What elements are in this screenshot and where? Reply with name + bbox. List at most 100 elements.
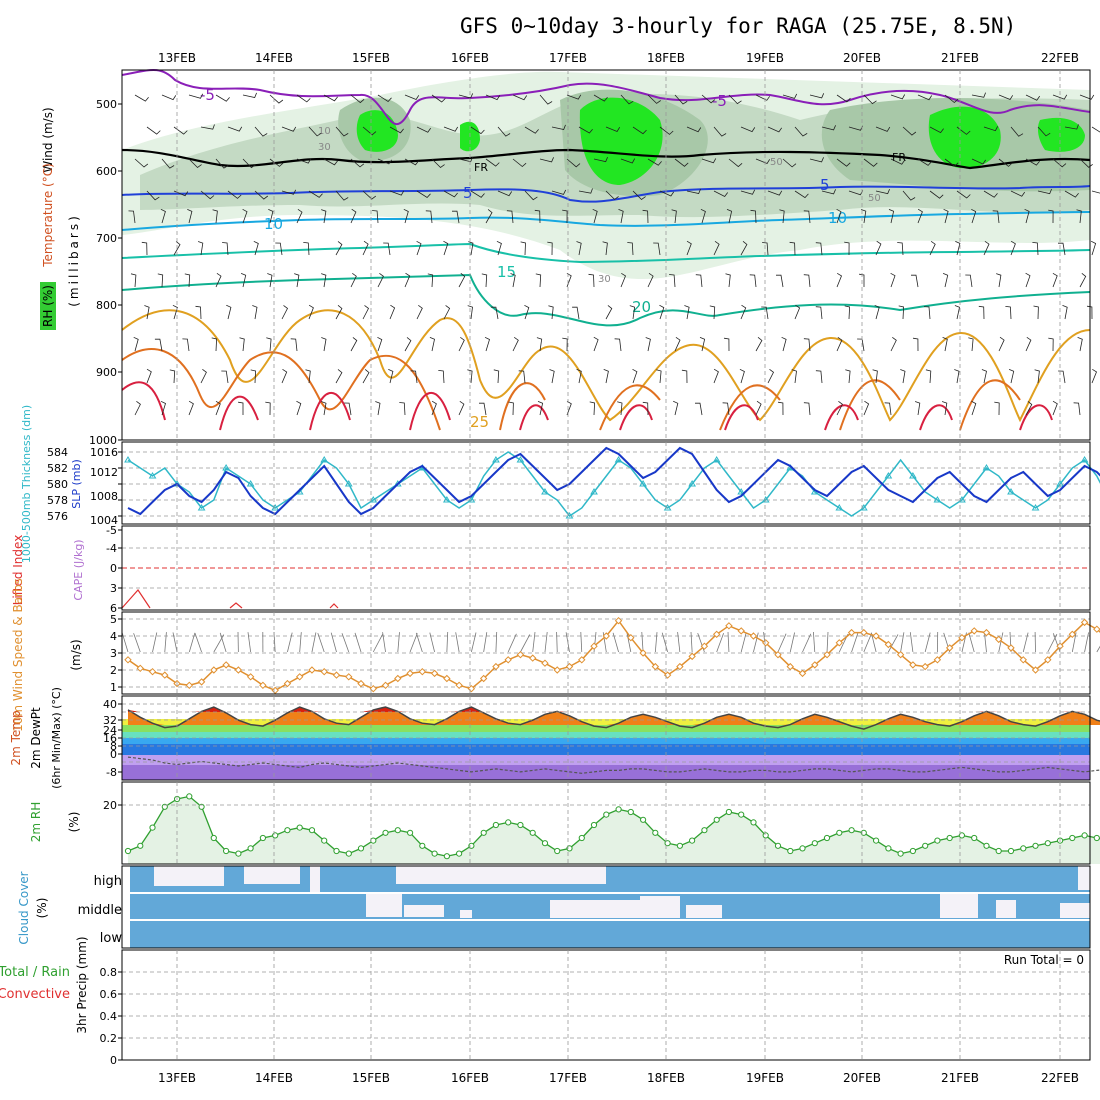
upper-wind-barb-1-12 — [470, 126, 485, 135]
thickness-point-34 — [541, 488, 549, 495]
upper-wind-barb-7-31 — [978, 305, 985, 320]
upper-wind-barb-0-23 — [755, 94, 771, 101]
wind-speed-point-64 — [909, 661, 917, 669]
wind-speed-point-18 — [345, 673, 353, 681]
thk-ticks-label-0: 584 — [47, 446, 68, 459]
cloud-layer-high: high — [94, 874, 122, 889]
upper-wind-barb-0-31 — [971, 92, 986, 98]
temp-contour-10 — [121, 211, 1091, 231]
thickness-point-72 — [1007, 488, 1015, 495]
upper-wind-barb-8-25 — [803, 338, 811, 352]
ylabel-convective: Convective — [0, 987, 70, 1002]
wind-speed-point-21 — [381, 681, 390, 690]
upper-wind-barb-10-12 — [458, 400, 465, 416]
temp-series-line — [127, 706, 1100, 730]
upper-wind-barb-10-22 — [722, 402, 730, 416]
upper-wind-barb-2-13 — [485, 158, 500, 167]
rh-point-62 — [885, 845, 892, 852]
upper-wind-barb-7-33 — [1033, 305, 1039, 320]
precip-grid — [122, 971, 1090, 1039]
wind-speed-point-34 — [541, 659, 549, 667]
upper-wind-barb-0-15 — [539, 94, 553, 105]
wind-speed-point-0 — [124, 656, 132, 664]
upper-wind-barb-8-19 — [645, 337, 651, 352]
upper-wind-barb-5-8 — [362, 240, 369, 256]
thickness-point-46 — [688, 480, 697, 487]
temp-band-cyan — [122, 732, 1090, 738]
wind-speed-point-27 — [455, 681, 463, 690]
upper-wind-barb-10-26 — [836, 400, 843, 416]
wind-speed-point-19 — [357, 679, 365, 688]
upper-wind-barb-4-29 — [917, 208, 923, 224]
wind-speed-point-10 — [246, 673, 255, 681]
upper-wind-barb-4-6 — [296, 208, 303, 224]
rh-point-41 — [627, 808, 634, 816]
upper-yticks-label-2: 700 — [96, 232, 117, 245]
upper-wind-barb-5-22 — [740, 240, 748, 256]
upper-wind-barb-4-30 — [943, 208, 949, 224]
upper-wind-barb-5-1 — [173, 241, 181, 256]
rh-shade-bright — [356, 97, 1086, 185]
wind-speed-point-47 — [700, 642, 709, 650]
ylabel-lifted-index: Lifted Index — [11, 535, 25, 606]
upper-wind-barb-0-20 — [674, 94, 688, 105]
upper-wind-barb-3-32 — [1010, 190, 1026, 197]
date-label-top-4: 17FEB — [549, 51, 587, 65]
wind-speed-point-57 — [823, 650, 831, 659]
upper-wind-barb-9-21 — [713, 368, 719, 384]
wind-speed-point-16 — [320, 667, 328, 676]
upper-wind-barb-5-11 — [443, 240, 449, 256]
upper-wind-barb-9-20 — [681, 369, 688, 384]
upper-wind-barb-9-7 — [335, 369, 343, 384]
upper-wind-barb-2-8 — [350, 158, 365, 168]
ylabel-2m-dewpt: 2m DewPt — [29, 707, 43, 769]
contour-label-25: 25 — [470, 413, 489, 431]
upper-wind-barb-2-25 — [809, 157, 824, 163]
upper-wind-barb-5-32 — [1010, 240, 1016, 256]
upper-wind-barb-10-31 — [971, 400, 977, 416]
upper-wind-barb-8-21 — [699, 337, 706, 352]
upper-wind-barb-3-2 — [200, 190, 215, 200]
li-spike-c — [329, 603, 339, 609]
upper-wind-barb-5-24 — [789, 241, 796, 256]
temp-ticks-label-6: -8 — [106, 766, 117, 779]
upper-wind-barb-1-27 — [875, 126, 891, 132]
upper-wind-barb-1-3 — [227, 126, 243, 132]
wind-speed-point-79 — [1093, 625, 1100, 633]
upper-wind-barb-4-19 — [642, 209, 649, 224]
upper-wind-barb-1-15 — [551, 124, 566, 130]
upper-wind-barb-8-8 — [350, 337, 358, 352]
upper-wind-barb-9-19 — [656, 369, 662, 384]
upper-yticks-label-4: 900 — [96, 366, 117, 379]
upper-wind-barb-9-28 — [900, 369, 906, 384]
upper-wind-barb-9-35 — [1091, 368, 1097, 384]
wind-barb-63 — [900, 632, 905, 653]
upper-wind-barb-0-11 — [431, 94, 446, 103]
precip-y-ticks: 0.8 0.6 0.4 0.2 0 — [100, 966, 122, 1067]
rh-point-57 — [823, 834, 831, 842]
li-spike-b — [229, 602, 243, 609]
upper-wind-barb-7-16 — [572, 306, 580, 320]
upper-wind-barb-5-6 — [303, 242, 310, 256]
upper-wind-barb-9-4 — [250, 369, 257, 384]
upper-wind-barb-8-6 — [290, 338, 298, 352]
rh-point-5 — [186, 793, 193, 800]
thickness-panel-frame — [121, 441, 1091, 525]
upper-wind-barb-5-30 — [955, 241, 961, 256]
upper-wind-barb-6-32 — [996, 273, 1002, 288]
wind-barb-54 — [789, 632, 795, 653]
upper-wind-barb-4-31 — [971, 208, 977, 224]
wind-barb-18 — [341, 633, 350, 653]
contour-label-10-a: 10 — [264, 215, 283, 233]
slp-tick-label-1: 1012 — [90, 466, 118, 479]
wind-speed-point-17 — [332, 671, 341, 679]
upper-wind-barb-5-9 — [383, 242, 391, 256]
upper-wind-barb-4-22 — [726, 209, 733, 224]
date-label-bottom-2: 15FEB — [352, 1071, 390, 1085]
rh-point-42 — [640, 816, 647, 823]
upper-wind-barb-4-34 — [1048, 209, 1054, 224]
wind-barb-7 — [213, 634, 225, 653]
thickness-point-38 — [590, 488, 598, 495]
rh-point-15 — [308, 827, 316, 834]
upper-wind-barb-10-1 — [160, 400, 166, 416]
